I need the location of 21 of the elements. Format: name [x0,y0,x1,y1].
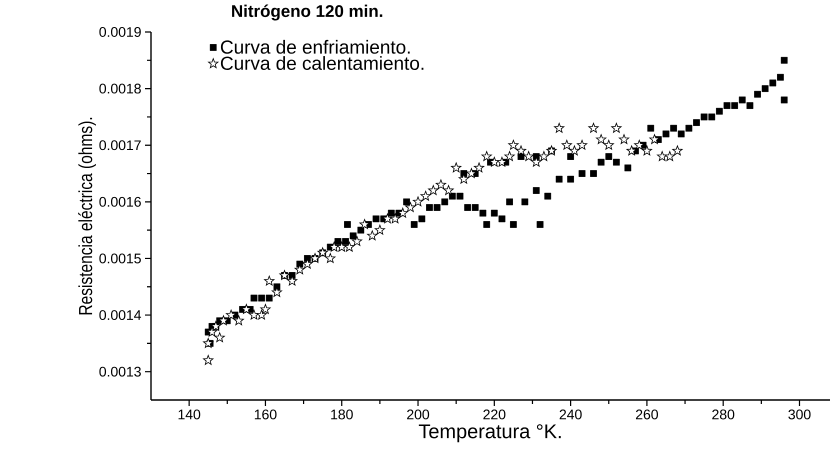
x-axis-title: Temperatura °K. [418,424,561,442]
x-tick-label: 260 [636,410,658,420]
x-tick-label: 240 [560,410,582,420]
x-tick-label: 280 [712,410,734,420]
x-tick-label: 160 [254,410,277,420]
y-tick-label: 0.0019 [99,27,141,37]
y-tick-label: 0.0014 [99,310,142,320]
y-tick-label: 0.0016 [99,196,141,207]
y-tick-label: 0.0013 [99,366,141,377]
legend-label: Curva de enfriamiento. [220,40,410,54]
x-tick-label: 140 [178,410,200,420]
x-tick-label: 300 [788,410,811,420]
x-tick-label: 180 [331,410,353,420]
x-tick-label: 200 [407,410,430,420]
y-axis-title: Resistencia eléctrica (ohms). [78,118,96,314]
y-tick-label: 0.0015 [99,254,141,264]
y-tick-label: 0.0017 [99,140,141,150]
legend-label: Curva de calentamiento. [220,56,424,70]
x-tick-label: 220 [483,410,506,420]
y-tick-label: 0.0018 [99,84,141,94]
chart-title: Nitrógeno 120 min. [232,4,382,21]
